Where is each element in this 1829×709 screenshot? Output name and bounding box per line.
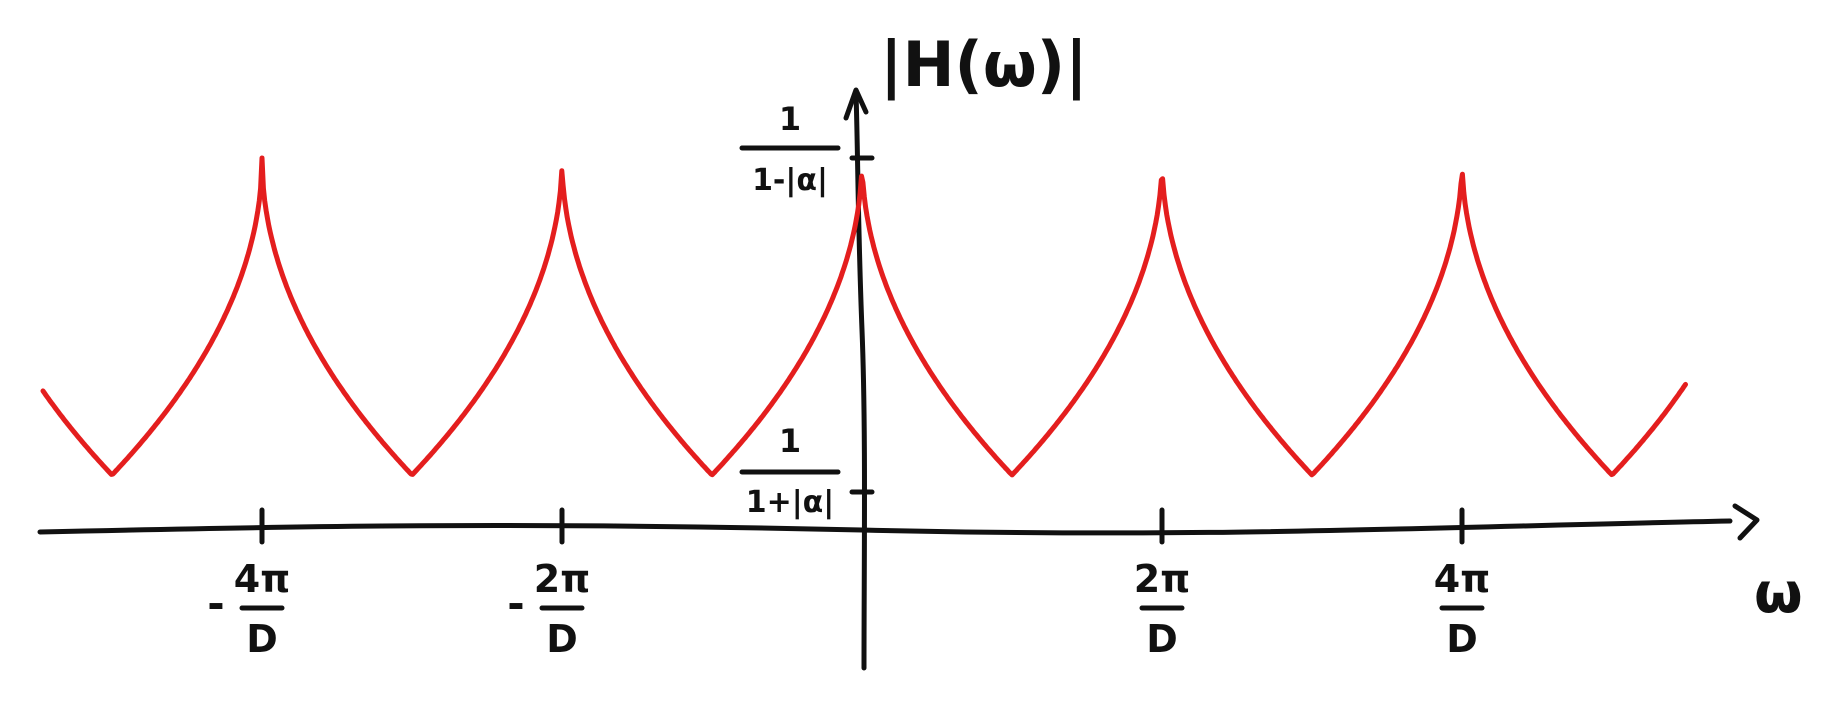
y-axis <box>853 89 867 671</box>
y-axis-arrowhead <box>843 87 869 121</box>
y-tick-numerator: 1 <box>779 422 801 460</box>
x-tick-label: 2π D <box>1134 557 1191 661</box>
x-tick-denominator: D <box>1446 617 1478 661</box>
y-tick-label: 1 1-|α| <box>739 100 841 198</box>
y-tick-numerator: 1 <box>779 100 801 138</box>
x-tick-numerator: 2π <box>1134 557 1191 601</box>
y-tick-denominator: 1-|α| <box>752 163 828 198</box>
y-axis-label: |H(ω)| <box>880 28 1088 102</box>
x-tick-denominator: D <box>1146 617 1178 661</box>
x-tick-minus-sign: - <box>207 579 224 628</box>
x-tick-label: 2π D- <box>507 557 590 661</box>
y-ticks: 1 1-|α| 1 1+|α| <box>739 100 875 520</box>
x-axis-arrowhead <box>1732 503 1760 541</box>
y-tick-denominator: 1+|α| <box>746 485 835 520</box>
x-tick-minus-sign: - <box>507 579 524 628</box>
axes <box>37 87 1760 671</box>
x-tick-numerator: 4π <box>1434 557 1491 601</box>
y-tick-label: 1 1+|α| <box>739 422 841 520</box>
x-tick-label: 4π D <box>1434 557 1491 661</box>
x-tick-denominator: D <box>546 617 578 661</box>
x-axis <box>37 518 1733 536</box>
x-tick-denominator: D <box>246 617 278 661</box>
x-tick-label: 4π D- <box>207 557 290 661</box>
x-axis-label: ω <box>1754 561 1803 626</box>
x-tick-numerator: 2π <box>534 557 591 601</box>
magnitude-response-line <box>40 155 1688 478</box>
x-tick-numerator: 4π <box>234 557 291 601</box>
